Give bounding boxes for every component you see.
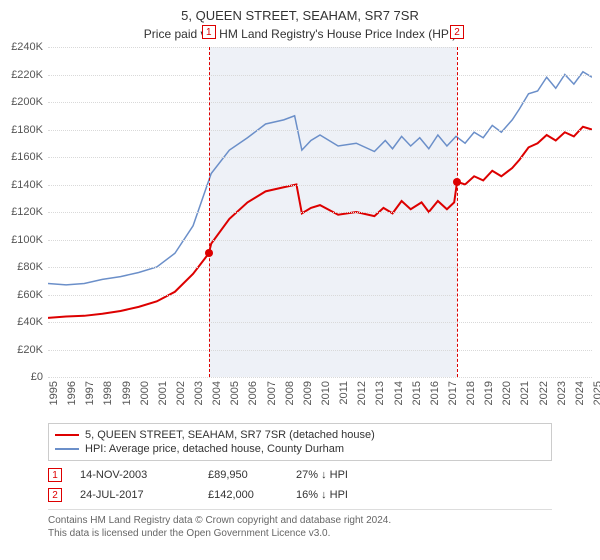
x-tick-label: 2015 bbox=[411, 381, 423, 405]
footer: Contains HM Land Registry data © Crown c… bbox=[48, 509, 552, 540]
x-tick-label: 1999 bbox=[121, 381, 133, 405]
y-tick-label: £180K bbox=[11, 124, 43, 136]
x-tick-label: 2013 bbox=[374, 381, 386, 405]
y-tick-label: £200K bbox=[11, 96, 43, 108]
gridline bbox=[48, 212, 592, 213]
x-tick-label: 1995 bbox=[48, 381, 60, 405]
legend: 5, QUEEN STREET, SEAHAM, SR7 7SR (detach… bbox=[48, 423, 552, 461]
gridline bbox=[48, 185, 592, 186]
legend-item: 5, QUEEN STREET, SEAHAM, SR7 7SR (detach… bbox=[55, 428, 545, 442]
gridline bbox=[48, 322, 592, 323]
footer-line: This data is licensed under the Open Gov… bbox=[48, 527, 552, 540]
y-tick-label: £40K bbox=[17, 316, 43, 328]
gridline bbox=[48, 130, 592, 131]
x-tick-label: 2011 bbox=[338, 381, 350, 405]
y-tick-label: £140K bbox=[11, 179, 43, 191]
gridline bbox=[48, 75, 592, 76]
vline-label: 2 bbox=[450, 25, 464, 39]
legend-label: HPI: Average price, detached house, Coun… bbox=[85, 443, 344, 455]
y-tick-label: £20K bbox=[17, 344, 43, 356]
footer-line: Contains HM Land Registry data © Crown c… bbox=[48, 514, 552, 527]
series-hpi bbox=[48, 72, 592, 285]
x-tick-label: 2007 bbox=[266, 381, 278, 405]
transaction-price: £142,000 bbox=[208, 489, 278, 501]
x-tick-label: 2006 bbox=[247, 381, 259, 405]
x-tick-label: 2003 bbox=[193, 381, 205, 405]
gridline bbox=[48, 240, 592, 241]
chart-subtitle: Price paid vs. HM Land Registry's House … bbox=[0, 23, 600, 47]
transaction-row: 2 24-JUL-2017 £142,000 16% ↓ HPI bbox=[48, 485, 552, 505]
transaction-table: 1 14-NOV-2003 £89,950 27% ↓ HPI 2 24-JUL… bbox=[48, 465, 552, 505]
x-tick-label: 2001 bbox=[157, 381, 169, 405]
vline-marker bbox=[209, 47, 210, 377]
y-tick-label: £160K bbox=[11, 151, 43, 163]
x-tick-label: 1996 bbox=[66, 381, 78, 405]
x-tick-label: 2009 bbox=[302, 381, 314, 405]
plot-area: £0£20K£40K£60K£80K£100K£120K£140K£160K£1… bbox=[48, 47, 592, 377]
chart-title: 5, QUEEN STREET, SEAHAM, SR7 7SR bbox=[0, 0, 600, 23]
x-tick-label: 2005 bbox=[229, 381, 241, 405]
transaction-delta: 27% ↓ HPI bbox=[296, 469, 406, 481]
x-tick-label: 2012 bbox=[356, 381, 368, 405]
y-tick-label: £240K bbox=[11, 41, 43, 53]
x-tick-label: 2017 bbox=[447, 381, 459, 405]
x-tick-label: 2023 bbox=[556, 381, 568, 405]
y-tick-label: £80K bbox=[17, 261, 43, 273]
vline-marker bbox=[457, 47, 458, 377]
y-tick-label: £60K bbox=[17, 289, 43, 301]
y-tick-label: £0 bbox=[31, 371, 43, 383]
x-tick-label: 2020 bbox=[501, 381, 513, 405]
legend-swatch bbox=[55, 448, 79, 450]
x-tick-label: 1998 bbox=[102, 381, 114, 405]
x-tick-label: 2014 bbox=[393, 381, 405, 405]
x-tick-label: 1997 bbox=[84, 381, 96, 405]
gridline bbox=[48, 157, 592, 158]
x-tick-label: 2019 bbox=[483, 381, 495, 405]
x-tick-label: 2016 bbox=[429, 381, 441, 405]
x-axis-labels: 1995 1996 1997 1998 1999 2000 2001 2002 2003 2004… bbox=[48, 377, 592, 417]
chart-container: 5, QUEEN STREET, SEAHAM, SR7 7SR Price p… bbox=[0, 0, 600, 560]
gridline bbox=[48, 47, 592, 48]
data-point bbox=[205, 249, 213, 257]
x-tick-label: 2021 bbox=[519, 381, 531, 405]
gridline bbox=[48, 267, 592, 268]
series-price_paid bbox=[48, 127, 592, 318]
x-tick-label: 2002 bbox=[175, 381, 187, 405]
transaction-delta: 16% ↓ HPI bbox=[296, 489, 406, 501]
x-tick-label: 2022 bbox=[538, 381, 550, 405]
transaction-marker: 1 bbox=[48, 468, 62, 482]
transaction-price: £89,950 bbox=[208, 469, 278, 481]
legend-label: 5, QUEEN STREET, SEAHAM, SR7 7SR (detach… bbox=[85, 429, 375, 441]
y-tick-label: £120K bbox=[11, 206, 43, 218]
gridline bbox=[48, 295, 592, 296]
gridline bbox=[48, 350, 592, 351]
plot-background: £0£20K£40K£60K£80K£100K£120K£140K£160K£1… bbox=[48, 47, 592, 377]
x-tick-label: 2004 bbox=[211, 381, 223, 405]
x-tick-label: 2000 bbox=[139, 381, 151, 405]
y-tick-label: £220K bbox=[11, 69, 43, 81]
x-tick-label: 2025 bbox=[592, 381, 600, 405]
data-point bbox=[453, 178, 461, 186]
x-tick-label: 2024 bbox=[574, 381, 586, 405]
y-tick-label: £100K bbox=[11, 234, 43, 246]
gridline bbox=[48, 102, 592, 103]
x-tick-label: 2008 bbox=[284, 381, 296, 405]
transaction-date: 14-NOV-2003 bbox=[80, 469, 190, 481]
vline-label: 1 bbox=[202, 25, 216, 39]
legend-item: HPI: Average price, detached house, Coun… bbox=[55, 442, 545, 456]
x-tick-label: 2018 bbox=[465, 381, 477, 405]
transaction-marker: 2 bbox=[48, 488, 62, 502]
x-tick-label: 2010 bbox=[320, 381, 332, 405]
legend-swatch bbox=[55, 434, 79, 436]
transaction-date: 24-JUL-2017 bbox=[80, 489, 190, 501]
transaction-row: 1 14-NOV-2003 £89,950 27% ↓ HPI bbox=[48, 465, 552, 485]
